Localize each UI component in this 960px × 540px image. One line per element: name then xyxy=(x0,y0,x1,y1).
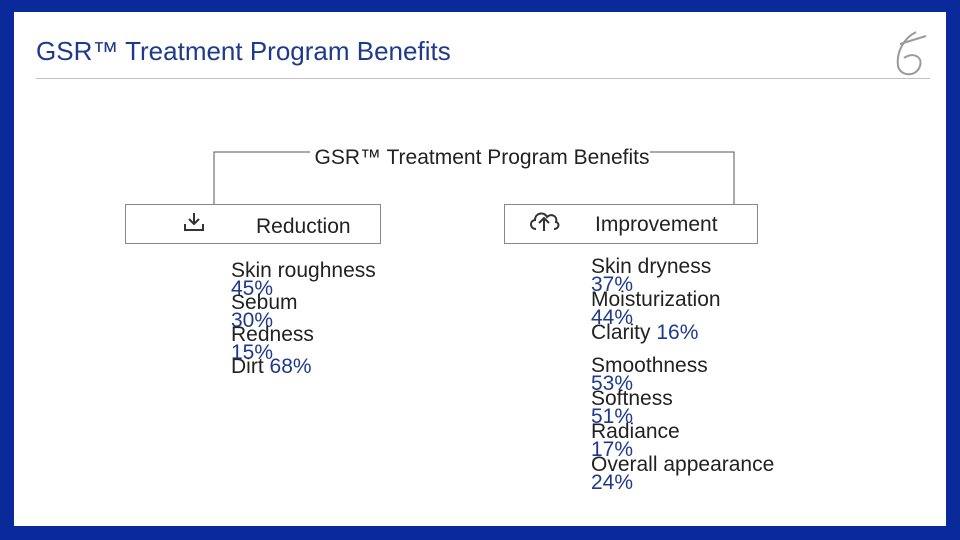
list-item: Moisturization 44% xyxy=(591,288,721,329)
list-item: Sebum 30% xyxy=(231,291,298,332)
improvement-list: Skin dryness 37% Moisturization 44% Clar… xyxy=(591,251,821,494)
improvement-box: Improvement xyxy=(504,204,758,244)
list-item: Overall appearance 24% xyxy=(591,453,775,494)
list-item: Redness 15% xyxy=(231,323,314,364)
reduction-box: Reduction xyxy=(125,204,381,244)
reduction-list: Skin roughness 45% Sebum 30% Redness 15%… xyxy=(231,255,421,383)
slide: GSR™ Treatment Program Benefits GSR™ Tre… xyxy=(14,12,946,526)
cloud-upload-icon xyxy=(530,212,560,231)
slide-title: GSR™ Treatment Program Benefits xyxy=(36,36,451,66)
list-item: Dirt 68% xyxy=(231,355,312,378)
list-item: Softness 51% xyxy=(591,387,673,428)
list-item: Smoothness 53% xyxy=(591,354,708,395)
list-item: Clarity 16% xyxy=(591,321,699,344)
download-tray-icon xyxy=(184,213,204,231)
diagram-root-label: GSR™ Treatment Program Benefits xyxy=(314,146,650,169)
brand-logo-icon xyxy=(896,31,927,76)
tree-connector xyxy=(213,151,735,204)
list-item: Skin roughness 45% xyxy=(231,259,376,300)
reduction-label: Reduction xyxy=(256,215,351,238)
list-item: Skin dryness 37% xyxy=(591,255,712,296)
improvement-label: Improvement xyxy=(595,213,718,236)
list-item: Radiance 17% xyxy=(591,420,680,461)
title-divider xyxy=(36,78,930,79)
